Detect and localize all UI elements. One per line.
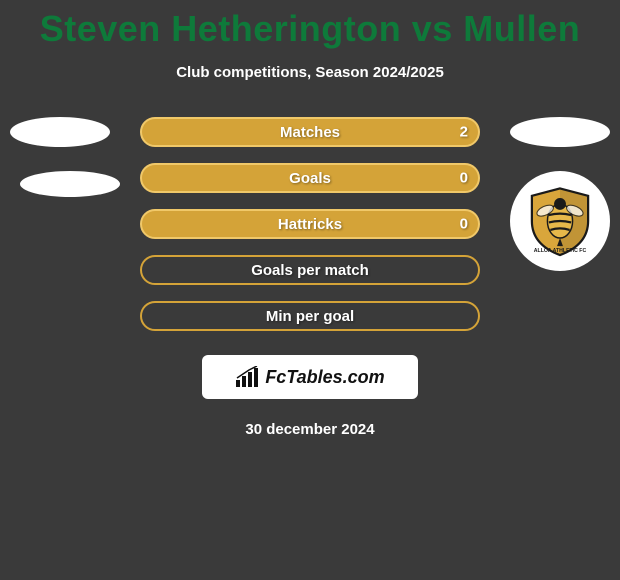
stat-right-value: 2: [460, 124, 468, 141]
page-title: Steven Hetherington vs Mullen: [0, 0, 620, 50]
stat-bars: Matches 2 Goals 0 Hattricks 0 Goals per match M…: [140, 117, 480, 331]
date-label: 30 december 2024: [0, 421, 620, 438]
stat-label: Matches: [280, 124, 340, 141]
player-left-avatar: [10, 117, 110, 147]
club-left-avatar: [20, 171, 120, 197]
subtitle: Club competitions, Season 2024/2025: [0, 64, 620, 81]
branding-label: FcTables.com: [265, 367, 384, 388]
chart-icon: [235, 366, 261, 388]
stat-label: Hattricks: [278, 216, 342, 233]
club-crest-icon: ALLOA ATHLETIC FC: [523, 184, 597, 258]
branding-badge: FcTables.com: [202, 355, 418, 399]
stat-label: Goals per match: [251, 262, 369, 279]
stat-bar: Matches 2: [140, 117, 480, 147]
svg-text:ALLOA ATHLETIC FC: ALLOA ATHLETIC FC: [534, 248, 587, 254]
stat-bar: Goals per match: [140, 255, 480, 285]
stat-bar: Goals 0: [140, 163, 480, 193]
stat-label: Goals: [289, 170, 331, 187]
stat-right-value: 0: [460, 170, 468, 187]
player-right-avatar: [510, 117, 610, 147]
stat-label: Min per goal: [266, 308, 354, 325]
stat-bar: Hattricks 0: [140, 209, 480, 239]
club-right-badge: ALLOA ATHLETIC FC: [510, 171, 610, 271]
stats-section: ALLOA ATHLETIC FC Matches2Goals0Hattrick…: [0, 117, 620, 331]
stat-right-value: 0: [460, 216, 468, 233]
stat-bar: Min per goal: [140, 301, 480, 331]
